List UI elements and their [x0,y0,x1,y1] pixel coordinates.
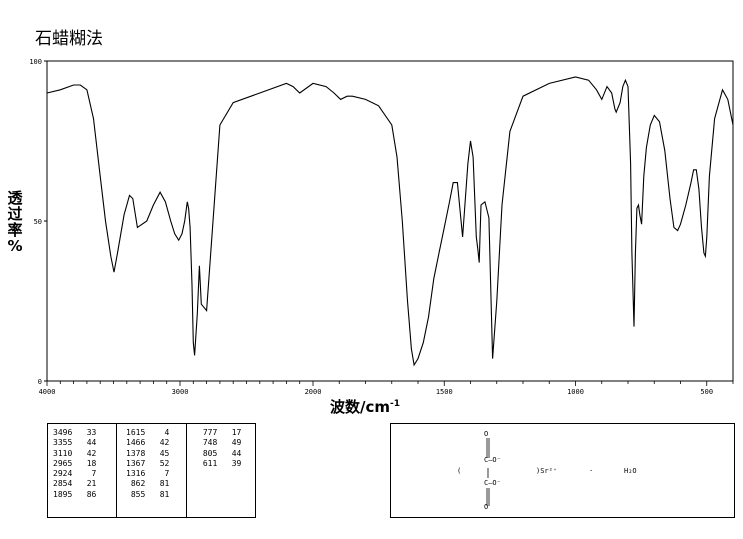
carboxylate-top: C—O⁻ [484,456,501,464]
peak-row: 1466 42 [126,438,170,448]
peak-row: 3496 33 [53,428,97,437]
carboxylate-bottom: C—O⁻ [484,479,501,487]
peak-row: 2854 21 [53,479,97,489]
peak-row: 2965 18 [53,458,97,468]
plot-frame [46,60,734,382]
peak-row: 777 17 [198,428,242,437]
peak-column-1: 3496 33 3355 44 3110 42 2965 18 2924 7 2854 2… [53,428,96,500]
peak-row: 748 49 [198,438,242,448]
peak-row: 1895 86 [53,489,97,499]
x-tick-label: 3000 [172,388,189,396]
peak-row: 805 44 [198,448,242,458]
x-tick-label: 1500 [436,388,453,396]
hydrate-dot: · [589,467,594,475]
carbonyl-o-top: O [484,430,489,438]
y-tick-label: 100 [29,58,42,66]
peak-table: 3496 33 3355 44 3110 42 2965 18 2924 7 2854 2… [47,423,256,518]
water-label: H₂O [624,467,637,475]
structure-panel: O C—O⁻ C—O⁻ O ( )Sr²⁺ · H₂O [390,423,735,518]
peak-row: 3110 42 [53,448,97,458]
peak-row: 862 81 [126,479,170,489]
x-tick-label: 2000 [305,388,322,396]
y-axis-ticks: 0 50 100 [29,58,47,386]
transmittance-line [46,76,734,367]
carbonyl-o-bottom: O [484,503,489,511]
peak-row: 1378 45 [126,448,170,458]
peak-row: 1367 52 [126,458,170,468]
x-axis-label: 波数/cm-1 [330,398,401,416]
peak-row: 3355 44 [53,438,97,448]
x-tick-label: 4000 [39,388,56,396]
y-axis-label: 透 过 率 % [7,189,23,255]
strontium-ion: )Sr²⁺ [536,467,558,475]
peak-row: 611 39 [198,458,242,468]
x-tick-label: 500 [700,388,713,396]
spectrum-title: 石蜡糊法 [35,29,103,49]
y-tick-label: 50 [34,218,42,226]
paren-open: ( [457,467,462,475]
peak-row: 1615 4 [126,428,170,437]
peak-row: 1316 7 [126,469,170,479]
ir-spectrum-chart: 0 50 100 4000 3000 2000 1500 1000 500 [29,58,734,396]
peak-column-2: 1615 4 1466 42 1378 45 1367 52 1316 7 862 81… [126,428,169,500]
peak-column-3: 777 17 748 49 805 44 611 39 [198,428,242,469]
y-tick-label: 0 [38,378,42,386]
peak-row: 2924 7 [53,469,97,479]
x-axis-ticks: 4000 3000 2000 1500 1000 500 [39,381,734,396]
x-tick-label: 1000 [567,388,584,396]
peak-row: 855 81 [126,489,170,499]
